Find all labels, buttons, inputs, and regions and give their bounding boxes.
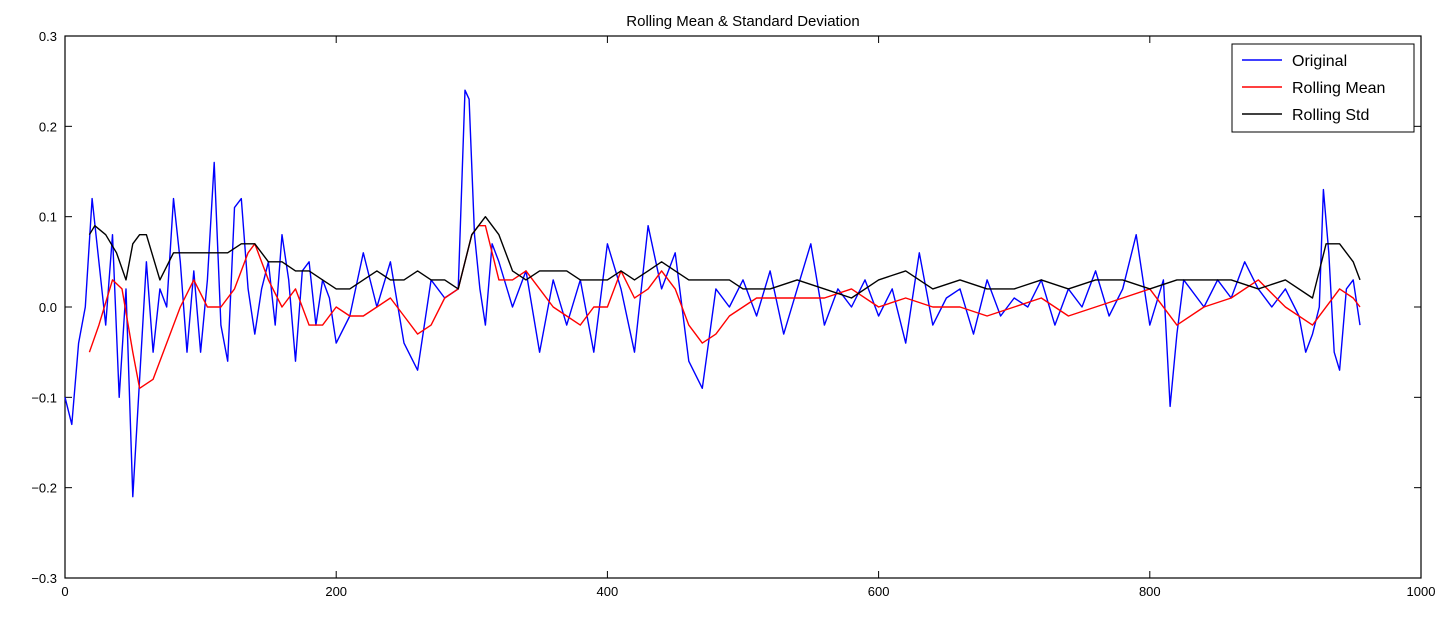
x-tick-label: 800 (1139, 584, 1161, 599)
chart-title: Rolling Mean & Standard Deviation (626, 13, 859, 30)
series-layer (64, 89, 1361, 498)
x-tick-label: 200 (325, 584, 347, 599)
y-tick-label: −0.1 (31, 390, 57, 405)
y-axis: 0.3 0.2 0.1 0.0 −0.1 −0.2 −0.3 (31, 29, 1421, 586)
series-line-original (64, 89, 1361, 498)
series-line-rolling-mean (88, 224, 1361, 389)
y-tick-label: 0.1 (39, 210, 57, 225)
series-line-rolling-std (88, 215, 1361, 299)
x-tick-label: 1000 (1407, 584, 1436, 599)
legend: Original Rolling Mean Rolling Std (1231, 43, 1415, 133)
y-tick-label: −0.3 (31, 571, 57, 586)
x-tick-label: 400 (597, 584, 619, 599)
x-axis: 0 200 400 600 800 1000 (61, 36, 1435, 599)
y-tick-label: 0.3 (39, 29, 57, 44)
y-tick-label: 0.2 (39, 119, 57, 134)
x-tick-label: 0 (61, 584, 68, 599)
y-tick-label: 0.0 (39, 300, 57, 315)
legend-label: Original (1292, 53, 1347, 70)
y-tick-label: −0.2 (31, 481, 57, 496)
x-tick-label: 600 (868, 584, 890, 599)
legend-frame (1231, 43, 1415, 133)
legend-label: Rolling Std (1292, 107, 1369, 124)
legend-label: Rolling Mean (1292, 80, 1385, 97)
